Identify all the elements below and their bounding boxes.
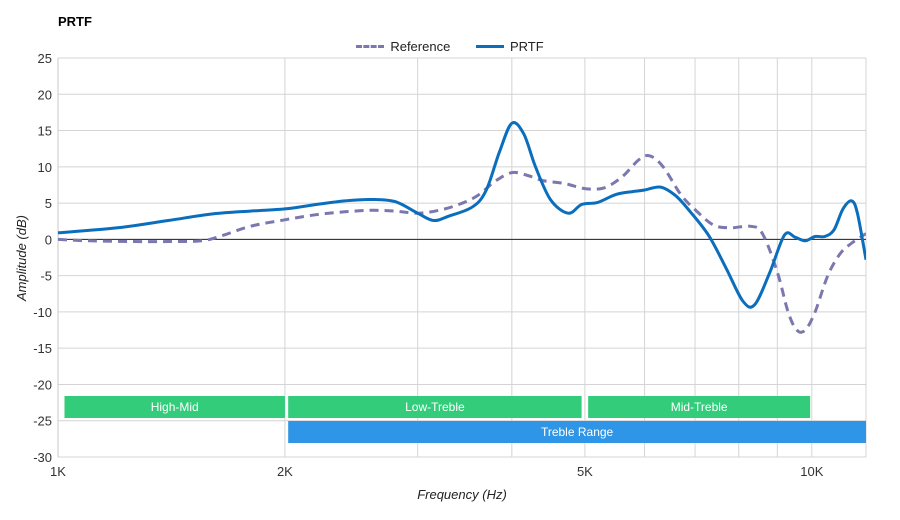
x-axis-label: Frequency (Hz)	[417, 487, 507, 502]
legend-item-prtf: PRTF	[475, 39, 544, 54]
y-tick-label: -25	[33, 414, 52, 429]
legend-label-reference: Reference	[390, 39, 451, 54]
frequency-bands: High-Mid Low-Treble Mid-Treble Treble Range	[64, 396, 866, 443]
legend-item-reference: Reference	[356, 39, 450, 54]
chart-series	[58, 121, 866, 334]
series-line-reference	[58, 153, 866, 334]
y-tick-label: 0	[45, 232, 52, 247]
x-tick-label: 10K	[800, 464, 823, 479]
x-tick-label: 2K	[277, 464, 293, 479]
y-axis-label: Amplitude (dB)	[14, 215, 29, 302]
y-tick-label: -20	[33, 377, 52, 392]
y-tick-label: -10	[33, 305, 52, 320]
y-tick-label: 25	[38, 51, 52, 66]
band-mid-treble	[588, 396, 811, 418]
x-tick-label: 5K	[577, 464, 593, 479]
band-label: Low-Treble	[405, 400, 465, 414]
band-label: Mid-Treble	[671, 400, 728, 414]
y-tick-label: 15	[38, 124, 52, 139]
band-label: Treble Range	[541, 425, 614, 439]
band-treble-range	[288, 421, 866, 443]
y-tick-label: -5	[40, 269, 52, 284]
series-line-prtf	[58, 121, 866, 309]
chart-legend: Reference PRTF	[0, 36, 900, 54]
legend-label-prtf: PRTF	[509, 39, 544, 54]
y-tick-label: 10	[38, 160, 52, 175]
y-tick-label: -30	[33, 450, 52, 465]
band-high-mid	[64, 396, 285, 418]
x-tick-label: 1K	[50, 464, 66, 479]
y-tick-label: 20	[38, 87, 52, 102]
y-tick-label: 5	[45, 196, 52, 211]
y-tick-label: -15	[33, 341, 52, 356]
band-low-treble	[288, 396, 582, 418]
legend-swatch-prtf	[475, 45, 504, 48]
chart-title: PRTF	[58, 14, 92, 29]
band-label: High-Mid	[151, 400, 199, 414]
legend-swatch-reference	[356, 45, 385, 48]
